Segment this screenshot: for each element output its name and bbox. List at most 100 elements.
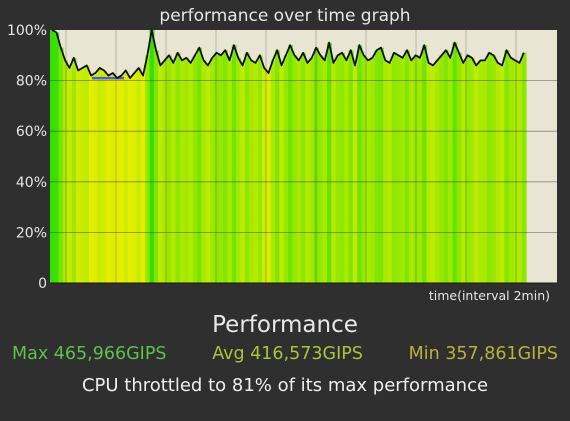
- performance-bar: [80, 67, 86, 283]
- performance-bar: [448, 57, 454, 283]
- performance-bar: [335, 55, 341, 283]
- performance-bar: [292, 55, 298, 283]
- performance-bar: [253, 62, 259, 283]
- performance-bar: [127, 78, 133, 283]
- performance-bar: [452, 42, 458, 284]
- performance-bar: [197, 47, 203, 284]
- performance-bar: [205, 65, 211, 283]
- performance-bar: [300, 52, 306, 283]
- y-tick-label: 100%: [7, 23, 47, 39]
- min-performance-stat: Min 357,861GIPS: [408, 344, 558, 364]
- y-tick-label: 60%: [16, 124, 47, 140]
- performance-bar: [223, 50, 229, 283]
- performance-bar: [465, 55, 471, 283]
- performance-bar: [504, 50, 510, 283]
- performance-bar: [517, 62, 523, 283]
- performance-bar: [352, 65, 358, 283]
- performance-bar: [443, 50, 449, 283]
- performance-bar: [279, 65, 285, 283]
- performance-bar: [296, 60, 302, 283]
- performance-bar: [478, 60, 484, 283]
- performance-bar: [344, 60, 350, 283]
- performance-bar: [244, 52, 250, 283]
- performance-bar: [305, 62, 311, 283]
- performance-bar: [491, 55, 497, 283]
- performance-bar: [119, 75, 125, 283]
- performance-bar: [482, 60, 488, 283]
- performance-bar: [101, 70, 107, 283]
- y-axis-ticks: 0 20% 40% 60% 80% 100%: [7, 23, 47, 292]
- performance-bar: [50, 30, 55, 283]
- performance-bar: [283, 55, 289, 283]
- performance-bar: [171, 62, 177, 283]
- performance-bar: [153, 50, 159, 283]
- performance-bar: [396, 55, 402, 283]
- performance-bar: [240, 65, 246, 283]
- performance-bar: [417, 57, 423, 283]
- performance-bar: [500, 65, 505, 283]
- performance-bar: [391, 52, 397, 283]
- performance-bar: [383, 60, 389, 283]
- performance-bar: [348, 50, 354, 283]
- performance-bar: [201, 60, 207, 283]
- performance-bar: [97, 67, 103, 283]
- performance-bars: [50, 30, 527, 284]
- performance-bar: [110, 73, 116, 283]
- performance-bar: [513, 60, 518, 283]
- performance-bar: [257, 55, 263, 283]
- performance-bar: [508, 57, 514, 283]
- performance-bar: [365, 60, 371, 283]
- performance-bar: [456, 52, 462, 283]
- avg-performance-stat: Avg 416,573GIPS: [212, 344, 363, 364]
- performance-bar: [521, 52, 527, 283]
- y-tick-label: 0: [38, 276, 47, 292]
- performance-bar: [71, 57, 77, 283]
- performance-bar: [88, 75, 94, 283]
- performance-bar: [179, 60, 185, 283]
- performance-bar: [114, 78, 120, 283]
- x-axis-label: time(interval 2min): [428, 288, 550, 303]
- performance-bar: [231, 45, 237, 284]
- performance-bar: [404, 50, 410, 283]
- performance-bar: [435, 60, 441, 283]
- performance-bar: [495, 62, 501, 283]
- performance-bar: [249, 60, 254, 283]
- performance-bar: [145, 55, 151, 283]
- performance-bar: [426, 62, 432, 283]
- performance-bar: [270, 60, 276, 283]
- performance-bar: [123, 70, 129, 283]
- max-performance-stat: Max 465,966GIPS: [12, 344, 167, 364]
- performance-bar: [339, 52, 345, 283]
- performance-bar: [262, 67, 267, 283]
- performance-bar: [474, 65, 479, 283]
- performance-bar: [413, 55, 419, 283]
- performance-bar: [275, 50, 280, 283]
- performance-bar: [67, 67, 73, 283]
- performance-stats: Max 465,966GIPS Avg 416,573GIPS Min 357,…: [0, 344, 570, 364]
- performance-bar: [106, 75, 112, 283]
- performance-bar: [58, 47, 64, 284]
- performance-bar: [162, 60, 168, 283]
- performance-bar: [288, 45, 293, 284]
- performance-bar: [309, 57, 315, 283]
- performance-bar: [166, 55, 172, 283]
- performance-bar: [236, 57, 241, 283]
- performance-bar: [184, 57, 190, 283]
- performance-bar: [93, 73, 99, 283]
- performance-bar: [409, 60, 415, 283]
- performance-bar: [313, 47, 319, 284]
- performance-bar: [318, 55, 324, 283]
- performance-bar: [374, 50, 380, 283]
- performance-bar: [210, 57, 216, 283]
- performance-bar: [422, 45, 428, 284]
- throttle-message: CPU throttled to 81% of its max performa…: [81, 375, 489, 396]
- performance-bar: [487, 52, 492, 283]
- performance-bar: [149, 30, 155, 283]
- performance-bar: [370, 57, 376, 283]
- performance-bar: [75, 70, 81, 283]
- performance-bar: [322, 60, 328, 283]
- performance-bar: [361, 55, 367, 283]
- performance-bar: [132, 73, 138, 283]
- performance-bar: [62, 60, 68, 283]
